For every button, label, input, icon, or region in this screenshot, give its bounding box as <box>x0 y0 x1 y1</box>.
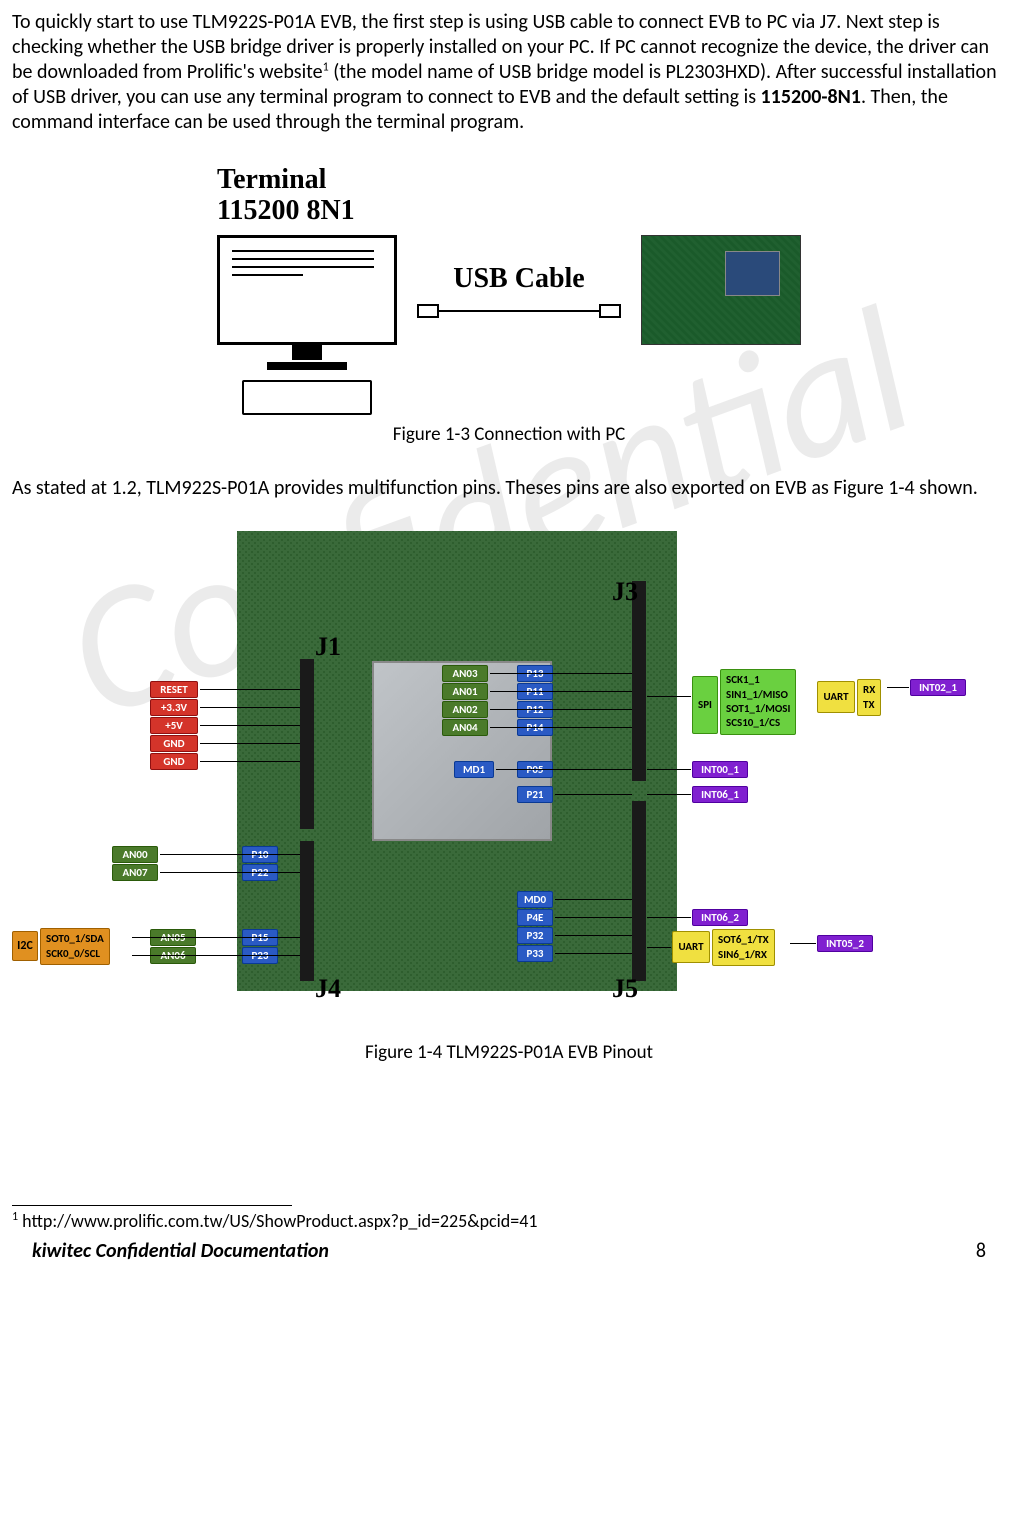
header-j3 <box>632 581 646 781</box>
pin-gnd1: GND <box>150 735 198 752</box>
int06-1: INT06_1 <box>692 786 748 803</box>
j4-label: J4 <box>315 973 341 1006</box>
monitor-icon <box>217 235 397 345</box>
mid-paragraph: As stated at 1.2, TLM922S-P01A provides … <box>12 476 1006 501</box>
pin-an02: AN02 <box>442 701 488 718</box>
pin-gnd2: GND <box>150 753 198 770</box>
int00-1: INT00_1 <box>692 761 748 778</box>
i2c-label: I2C <box>12 931 38 961</box>
footer-left: kiwitec Confidential Documentation <box>32 1239 329 1264</box>
pin-an04: AN04 <box>442 719 488 736</box>
terminal-diagram: Terminal 115200 8N1 <box>217 165 397 415</box>
footer-page-number: 8 <box>976 1239 986 1264</box>
i2c-lines: SOT0_1/SDA SCK0_0/SCL <box>40 928 110 965</box>
pin-3v3: +3.3V <box>150 699 198 716</box>
int05-2: INT05_2 <box>817 935 873 952</box>
spi-lines: SCK1_1 SIN1_1/MISO SOT1_1/MOSI SCS10_1/C… <box>720 669 796 734</box>
default-setting: 115200-8N1 <box>761 85 861 109</box>
uart-bot-lines: SOT6_1/TX SIN6_1/RX <box>712 929 775 966</box>
footnote-text: http://www.prolific.com.tw/US/ShowProduc… <box>18 1210 537 1232</box>
figure-1-4-caption: Figure 1-4 TLM922S-P01A EVB Pinout <box>12 1041 1006 1065</box>
usb-plug-right <box>599 304 621 318</box>
usb-cable-diagram: USB Cable <box>417 261 621 318</box>
terminal-title-2: 115200 8N1 <box>217 195 355 226</box>
pin-5v: +5V <box>150 717 198 734</box>
figure-1-3: Terminal 115200 8N1 USB Cable <box>12 165 1006 446</box>
evb-photo <box>641 235 801 345</box>
intro-paragraph: To quickly start to use TLM922S-P01A EVB… <box>12 10 1006 135</box>
pin-p33: P33 <box>517 945 553 962</box>
j3-label: J3 <box>612 576 638 609</box>
uart-bot-label: UART <box>672 931 710 963</box>
pin-an01: AN01 <box>442 683 488 700</box>
int02-1: INT02_1 <box>910 679 966 696</box>
keyboard-icon <box>242 380 372 415</box>
evb-module <box>725 251 780 296</box>
footnote: 1 http://www.prolific.com.tw/US/ShowProd… <box>12 1210 1006 1233</box>
header-j4 <box>300 841 314 981</box>
pin-an00: AN00 <box>112 846 158 863</box>
usb-cable-label: USB Cable <box>417 261 621 296</box>
pin-md1: MD1 <box>454 761 494 778</box>
header-j1 <box>300 659 314 829</box>
page-footer: kiwitec Confidential Documentation 8 <box>12 1239 1006 1264</box>
header-j5 <box>632 801 646 981</box>
uart-top-lines: RX TX <box>857 679 881 716</box>
uart-top-label: UART <box>817 681 855 713</box>
usb-plug-left <box>417 304 439 318</box>
pin-reset: RESET <box>150 681 198 698</box>
figure-1-3-caption: Figure 1-3 Connection with PC <box>12 423 1006 447</box>
footnote-rule <box>12 1205 292 1206</box>
terminal-title-1: Terminal <box>217 164 326 195</box>
pin-md0: MD0 <box>517 891 553 908</box>
pin-an03: AN03 <box>442 665 488 682</box>
pin-p21: P21 <box>517 786 553 803</box>
j5-label: J5 <box>612 973 638 1006</box>
pin-an07: AN07 <box>112 864 158 881</box>
pin-p32: P32 <box>517 927 553 944</box>
spi-label: SPI <box>692 676 718 734</box>
int06-2: INT06_2 <box>692 909 748 926</box>
figure-1-4: J1 J3 J4 J5 RESET +3.3V +5V GND GND AN00… <box>12 521 1006 1065</box>
j1-label: J1 <box>315 631 341 664</box>
pin-p4e: P4E <box>517 909 553 926</box>
